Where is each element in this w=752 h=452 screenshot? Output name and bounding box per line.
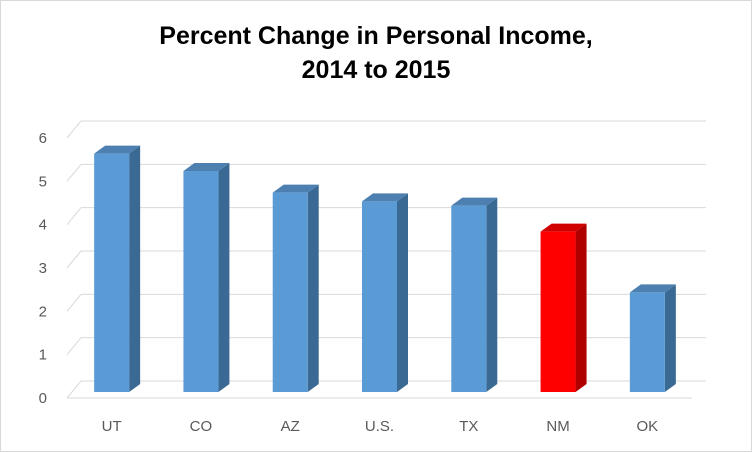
bar-nm bbox=[540, 223, 587, 392]
x-tick-label: NM bbox=[546, 418, 569, 435]
bar-top bbox=[94, 145, 141, 154]
y-tick-label: 5 bbox=[39, 173, 47, 190]
bar-co bbox=[183, 163, 230, 392]
bar-tx bbox=[451, 197, 498, 392]
x-tick-label: TX bbox=[459, 418, 478, 435]
bar-ut bbox=[94, 145, 141, 392]
x-tick-label: UT bbox=[102, 418, 122, 435]
bar-us bbox=[362, 193, 408, 392]
y-tick-label: 6 bbox=[39, 130, 47, 147]
bar-top bbox=[540, 223, 587, 232]
chart-title-line-2: 2014 to 2015 bbox=[301, 56, 451, 84]
bar-side bbox=[218, 163, 230, 392]
bar-side bbox=[486, 197, 498, 392]
x-tick-label: CO bbox=[190, 418, 213, 435]
bar-front bbox=[362, 201, 397, 392]
bar-front bbox=[183, 171, 219, 392]
y-tick-label: 2 bbox=[39, 303, 47, 320]
bar-top bbox=[362, 193, 408, 202]
bar-side bbox=[307, 184, 319, 392]
gridline-depth bbox=[66, 207, 82, 225]
gridline-depth bbox=[66, 250, 82, 269]
y-tick-label: 1 bbox=[39, 347, 47, 364]
y-tick-label: 0 bbox=[39, 390, 47, 407]
bar-side bbox=[664, 284, 676, 392]
bar-side bbox=[397, 193, 408, 392]
bar-front bbox=[629, 292, 665, 392]
x-tick-label: U.S. bbox=[365, 418, 394, 435]
gridline-depth bbox=[66, 337, 82, 355]
gridline-depth bbox=[66, 164, 82, 182]
bar-top bbox=[451, 197, 498, 206]
y-tick-label: 3 bbox=[39, 260, 47, 277]
bar-side bbox=[129, 145, 141, 392]
bar-top bbox=[272, 184, 319, 193]
y-tick-label: 4 bbox=[39, 217, 47, 234]
x-tick-label: OK bbox=[637, 418, 659, 435]
bar-front bbox=[272, 192, 308, 392]
gridline-depth bbox=[66, 380, 82, 399]
gridline-depth bbox=[66, 294, 82, 312]
chart-title: Percent Change in Personal Income, 2014 … bbox=[1, 19, 751, 87]
bar-front bbox=[451, 205, 487, 392]
bar-side bbox=[575, 223, 587, 392]
gridline-depth bbox=[66, 120, 82, 139]
x-tick-label: AZ bbox=[281, 418, 300, 435]
chart-title-line-1: Percent Change in Personal Income, bbox=[159, 22, 593, 50]
bar-ok bbox=[629, 284, 676, 392]
bar-front bbox=[540, 231, 576, 392]
bar-top bbox=[629, 284, 676, 293]
bar-az bbox=[272, 184, 319, 392]
bar-front bbox=[94, 153, 130, 392]
bar-top bbox=[183, 163, 230, 171]
